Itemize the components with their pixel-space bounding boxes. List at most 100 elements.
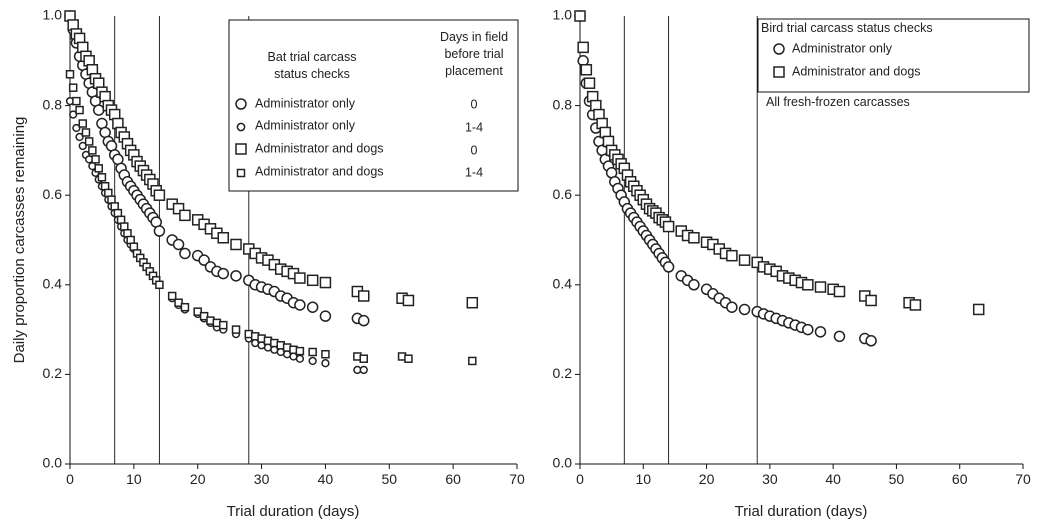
- data-point: [306, 301, 319, 313]
- data-point: [231, 325, 241, 334]
- legend-entry-days: 0: [471, 143, 478, 157]
- series-square-large: [64, 10, 479, 309]
- y-tick-label: 0.4: [553, 276, 573, 292]
- data-point: [574, 10, 586, 22]
- x-tick-label: 10: [635, 471, 651, 487]
- legend-entry-days: 0: [471, 97, 478, 111]
- x-tick-label: 70: [1015, 471, 1031, 487]
- data-point: [116, 215, 126, 225]
- data-point: [92, 104, 105, 116]
- data-point: [167, 291, 177, 301]
- data-point: [662, 220, 675, 233]
- reference-lines: [623, 16, 758, 464]
- x-tick-label: 30: [762, 471, 778, 487]
- data-point: [113, 208, 123, 218]
- x-tick-label: 20: [190, 471, 206, 487]
- y-tick-label: 0.2: [43, 365, 63, 381]
- data-point: [107, 195, 116, 204]
- data-point: [65, 69, 75, 79]
- data-point: [172, 238, 185, 251]
- data-point: [319, 310, 332, 322]
- data-point: [126, 235, 135, 245]
- data-point: [217, 232, 230, 244]
- data-point: [688, 279, 700, 291]
- y-tick-label: 1.0: [553, 7, 573, 23]
- data-point: [179, 209, 191, 222]
- x-tick-label: 70: [509, 471, 525, 487]
- data-point: [321, 349, 330, 359]
- legend-entry-days: 1-4: [465, 165, 483, 179]
- bird-trial-panel: 0 10 20 30 40 50 60 70 0.0 0.2 0.4 0.6 0.8 1.0 Trial…: [553, 7, 1031, 520]
- x-axis-label: Trial duration (days): [227, 503, 360, 520]
- data-point: [295, 354, 305, 363]
- legend: Bat trial carcass status checks Days in …: [228, 19, 519, 192]
- x-tick-label: 60: [445, 471, 461, 487]
- data-point: [402, 294, 415, 307]
- data-point: [404, 354, 413, 363]
- legend-entry-label: Administrator only: [792, 41, 893, 55]
- legend-marker-circle-large: [235, 98, 247, 110]
- y-tick-label: 0.6: [553, 186, 573, 202]
- data-point: [78, 119, 88, 128]
- series-square-large: [574, 10, 985, 316]
- data-point: [100, 181, 110, 191]
- data-point: [217, 267, 230, 280]
- legend-marker-square-large: [235, 143, 247, 155]
- data-point: [833, 285, 846, 298]
- y-ticks: 0.0 0.2 0.4 0.6 0.8 1.0: [553, 7, 580, 471]
- data-point: [688, 232, 700, 244]
- x-tick-label: 10: [126, 471, 142, 487]
- data-point: [357, 314, 370, 327]
- data-point: [909, 299, 922, 311]
- data-point: [321, 359, 330, 368]
- data-point: [738, 254, 751, 266]
- y-tick-label: 0.6: [43, 186, 63, 202]
- y-tick-label: 0.8: [553, 96, 573, 112]
- y-ticks: 0.0 0.2 0.4 0.6 0.8 1.0: [43, 7, 70, 471]
- data-point: [865, 335, 877, 347]
- x-axis-label: Trial duration (days): [735, 503, 868, 520]
- x-tick-label: 0: [66, 471, 74, 487]
- x-tick-label: 40: [825, 471, 841, 487]
- y-tick-label: 1.0: [43, 7, 63, 23]
- data-point: [833, 330, 846, 343]
- data-point: [814, 326, 827, 338]
- x-tick-label: 30: [254, 471, 270, 487]
- data-point: [91, 155, 100, 164]
- legend-marker-square-large: [773, 66, 785, 78]
- data-point: [294, 272, 306, 284]
- data-point: [123, 229, 132, 238]
- legend-title-line-2: status checks: [274, 67, 350, 81]
- data-point: [662, 261, 675, 273]
- data-point: [97, 173, 107, 182]
- x-tick-label: 50: [889, 471, 905, 487]
- legend-box: [757, 18, 1030, 93]
- legend-box: [228, 19, 519, 192]
- legend-marker-square-small: [236, 168, 246, 178]
- bat-trial-panel: 0 10 20 30 40 50 60 70 0.0 0.2 0.4 0.6 0.8 1.0 Trial…: [11, 7, 525, 520]
- legend-entry-label: Administrator and dogs: [255, 141, 384, 155]
- data-point: [69, 110, 78, 119]
- legend-header-line-1: Days in field: [440, 30, 508, 44]
- data-point: [802, 279, 814, 291]
- legend: Bird trial carcass status checks Adminis…: [757, 18, 1030, 93]
- x-tick-label: 50: [381, 471, 397, 487]
- data-point: [577, 41, 589, 54]
- data-point: [75, 132, 84, 142]
- data-point: [580, 64, 593, 76]
- x-tick-label: 60: [952, 471, 968, 487]
- data-point: [308, 347, 317, 357]
- data-point: [75, 105, 84, 115]
- y-tick-label: 0.2: [553, 365, 573, 381]
- x-tick-label: 40: [318, 471, 334, 487]
- y-tick-label: 0.8: [43, 96, 63, 112]
- data-point: [738, 303, 751, 316]
- data-point: [802, 323, 814, 336]
- data-point: [468, 356, 477, 366]
- legend-header-line-3: placement: [445, 64, 503, 78]
- data-point: [78, 141, 87, 151]
- legend-note: All fresh-frozen carcasses: [766, 95, 910, 109]
- data-point: [72, 123, 81, 133]
- data-point: [814, 281, 827, 293]
